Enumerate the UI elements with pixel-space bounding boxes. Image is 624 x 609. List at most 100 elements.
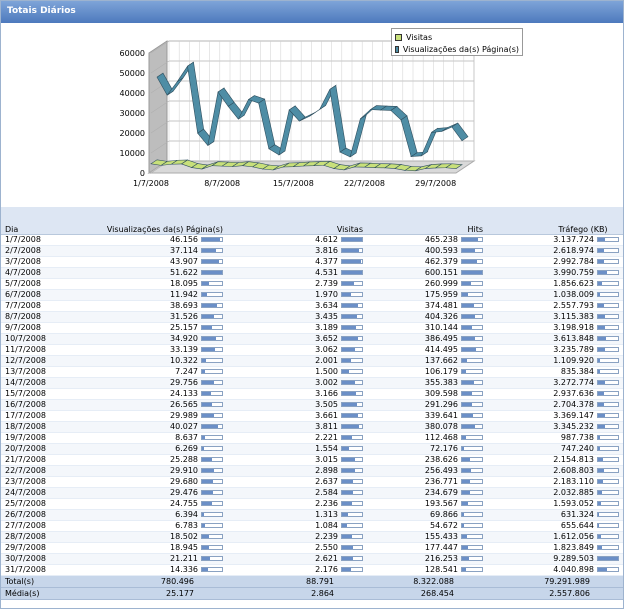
cell-value: 10.322 — [170, 355, 198, 365]
cell-value: 4.612 — [315, 234, 338, 244]
cell-pageviews: 25.288 — [77, 454, 227, 466]
value-bar — [341, 467, 363, 473]
value-bar — [461, 434, 483, 440]
cell-value: 29.989 — [170, 410, 198, 420]
value-bar — [341, 566, 363, 572]
cell-visits: 2.584 — [227, 487, 367, 499]
cell-day: 19/7/2008 — [1, 432, 77, 444]
value-bar — [461, 258, 483, 264]
value-bar — [597, 511, 619, 517]
cell-value: 465.238 — [424, 234, 458, 244]
value-bar — [341, 324, 363, 330]
value-bar-fill — [598, 468, 604, 472]
value-bar-fill — [598, 237, 605, 241]
table-row: 16/7/2008 26.565 3.505 291.296 2.704.378 — [1, 399, 623, 411]
legend-label-visits: Visitas — [406, 32, 433, 42]
value-bar-fill — [202, 336, 216, 340]
cell-traffic: 2.154.813 — [487, 454, 623, 466]
y-tick-label: 20000 — [120, 129, 145, 138]
cell-pageviews: 18.502 — [77, 531, 227, 543]
value-bar — [201, 390, 223, 396]
cell-value: 25.288 — [170, 454, 198, 464]
cell-value: 106.179 — [424, 366, 458, 376]
value-bar-fill — [202, 369, 205, 373]
table-row: 12/7/2008 10.322 2.001 137.662 1.109.920 — [1, 355, 623, 367]
value-bar — [201, 379, 223, 385]
value-bar — [461, 401, 483, 407]
table-row: 18/7/2008 40.027 3.811 380.078 3.345.232 — [1, 421, 623, 433]
cell-hits: 234.679 — [367, 487, 487, 499]
value-bar — [461, 533, 483, 539]
cell-visits: 3.505 — [227, 399, 367, 411]
y-tick-label: 60000 — [120, 49, 145, 58]
cell-value: 404.326 — [424, 311, 458, 321]
panel-title: Totais Diários — [1, 1, 623, 23]
cell-traffic: 631.324 — [487, 509, 623, 521]
cell-visits: 4.377 — [227, 256, 367, 268]
value-bar — [597, 434, 619, 440]
value-bar-fill — [342, 270, 362, 274]
value-bar — [597, 313, 619, 319]
value-bar-fill — [202, 292, 207, 296]
value-bar-fill — [342, 281, 354, 285]
cell-pageviews: 46.156 — [77, 234, 227, 246]
averages-label: Média(s) — [1, 587, 77, 600]
value-bar-fill — [202, 237, 220, 241]
value-bar-fill — [342, 369, 349, 373]
cell-value: 29.476 — [170, 487, 198, 497]
cell-value: 137.662 — [424, 355, 458, 365]
value-bar-fill — [342, 435, 352, 439]
value-bar-fill — [598, 292, 601, 296]
table-row: 20/7/2008 6.269 1.554 72.176 747.240 — [1, 443, 623, 455]
value-bar-fill — [462, 567, 467, 571]
value-bar — [461, 280, 483, 286]
cell-day: 20/7/2008 — [1, 443, 77, 455]
value-bar-fill — [598, 391, 605, 395]
cell-value: 3.990.759 — [553, 267, 594, 277]
cell-visits: 3.189 — [227, 322, 367, 334]
value-bar — [461, 522, 483, 528]
value-bar-fill — [462, 501, 469, 505]
value-bar-fill — [342, 259, 361, 263]
cell-hits: 404.326 — [367, 311, 487, 323]
value-bar — [341, 555, 363, 561]
cell-day: 21/7/2008 — [1, 454, 77, 466]
cell-visits: 3.002 — [227, 377, 367, 389]
cell-hits: 400.593 — [367, 245, 487, 257]
table-row: 31/7/2008 14.336 2.176 128.541 4.040.898 — [1, 564, 623, 576]
legend-label-pageviews: Visualizações da(s) Página(s) — [402, 44, 519, 54]
cell-value: 2.618.974 — [553, 245, 594, 255]
value-bar — [201, 258, 223, 264]
cell-hits: 238.626 — [367, 454, 487, 466]
value-bar-fill — [598, 281, 602, 285]
cell-pageviews: 24.133 — [77, 388, 227, 400]
cell-pageviews: 18.945 — [77, 542, 227, 554]
value-bar-fill — [598, 347, 605, 351]
cell-pageviews: 10.322 — [77, 355, 227, 367]
cell-hits: 600.151 — [367, 267, 487, 279]
cell-value: 3.115.383 — [553, 311, 594, 321]
daily-chart: 0 10000 20000 30000 40000 50000 60000 1/7/2008 8… — [1, 23, 623, 207]
cell-pageviews: 6.269 — [77, 443, 227, 455]
cell-day: 25/7/2008 — [1, 498, 77, 510]
totals-visits: 88.791 — [227, 575, 367, 588]
value-bar-fill — [598, 336, 606, 340]
cell-value: 6.783 — [175, 520, 198, 530]
cell-value: 4.377 — [315, 256, 338, 266]
cell-value: 1.612.056 — [553, 531, 594, 541]
cell-value: 4.531 — [315, 267, 338, 277]
value-bar — [461, 335, 483, 341]
value-bar — [597, 522, 619, 528]
value-bar-fill — [598, 567, 607, 571]
value-bar-fill — [342, 292, 351, 296]
cell-value: 3.015 — [315, 454, 338, 464]
cell-value: 155.433 — [424, 531, 458, 541]
value-bar — [341, 423, 363, 429]
averages-visits: 2.864 — [227, 587, 367, 600]
cell-value: 193.567 — [424, 498, 458, 508]
value-bar-fill — [202, 556, 211, 560]
cell-value: 24.133 — [170, 388, 198, 398]
value-bar — [597, 258, 619, 264]
cell-value: 1.856.623 — [553, 278, 594, 288]
cell-hits: 112.468 — [367, 432, 487, 444]
